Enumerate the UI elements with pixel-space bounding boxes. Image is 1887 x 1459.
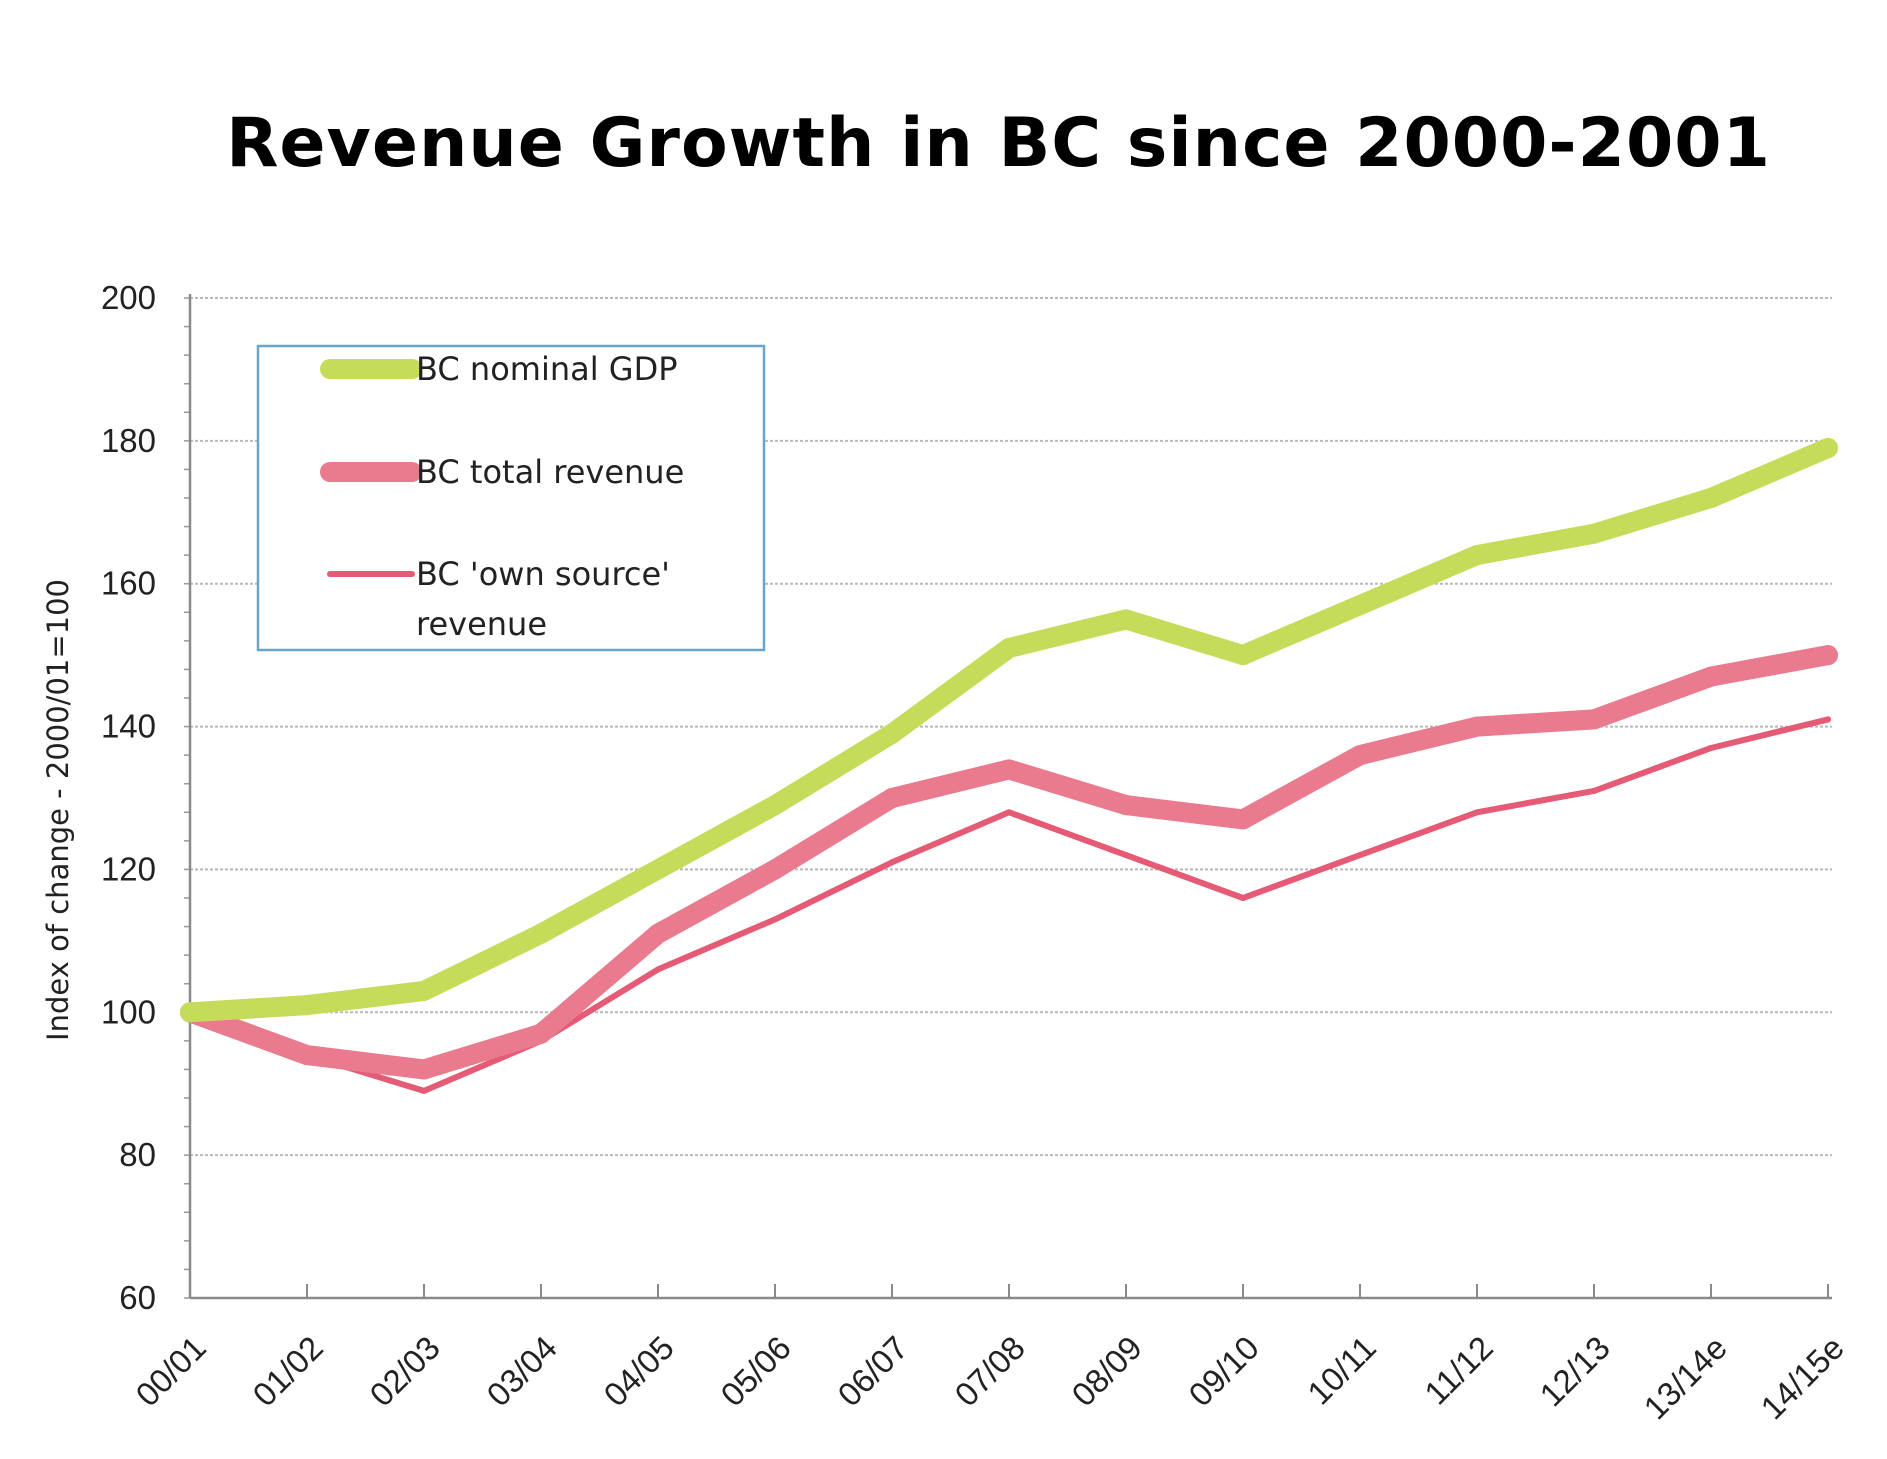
- data-point: [1350, 595, 1370, 616]
- data-point: [1584, 523, 1604, 544]
- y-tick-label: 160: [101, 565, 156, 602]
- data-point: [1584, 709, 1604, 730]
- data-point: [1467, 716, 1487, 737]
- x-tick-label: 12/13: [1532, 1329, 1617, 1414]
- series-lines: [180, 438, 1838, 1094]
- x-tick-label: 07/08: [947, 1329, 1032, 1414]
- data-point: [421, 1087, 427, 1094]
- data-point: [1708, 745, 1714, 751]
- data-point: [1233, 645, 1253, 666]
- data-point: [765, 859, 785, 880]
- data-point: [655, 966, 661, 973]
- legend-label: BC nominal GDP: [416, 350, 678, 388]
- data-point: [648, 923, 668, 944]
- data-point: [1591, 787, 1597, 794]
- data-point: [1825, 716, 1831, 723]
- legend-label: BC total revenue: [416, 453, 684, 491]
- data-point: [297, 1045, 317, 1066]
- data-point: [1233, 809, 1253, 830]
- data-point: [414, 1059, 434, 1080]
- x-tick-label: 06/07: [830, 1329, 915, 1414]
- series-line-2: [180, 645, 1838, 1080]
- y-tick-label: 120: [101, 850, 156, 887]
- x-tick-label: 05/06: [713, 1329, 798, 1414]
- data-point: [1116, 609, 1136, 630]
- x-tick-label: 01/02: [245, 1329, 330, 1414]
- data-point: [999, 638, 1019, 658]
- y-tick-label: 100: [101, 993, 156, 1030]
- data-point: [297, 995, 317, 1016]
- data-point: [1474, 809, 1480, 816]
- data-point: [531, 923, 551, 944]
- data-point: [1240, 895, 1246, 901]
- gridlines: [190, 297, 1832, 1157]
- data-point: [648, 859, 668, 880]
- data-point: [1818, 645, 1838, 666]
- x-tick-label: 03/04: [479, 1329, 564, 1414]
- data-point: [1701, 666, 1721, 687]
- x-tick-label: 00/01: [128, 1329, 213, 1414]
- data-point: [1116, 795, 1136, 816]
- data-point: [1123, 852, 1129, 859]
- x-tick-label: 11/12: [1417, 1329, 1500, 1412]
- y-axis-title: Index of change - 2000/01=100: [41, 579, 75, 1041]
- data-point: [1006, 809, 1012, 816]
- legend: BC nominal GDP BC total revenue BC 'own so…: [256, 344, 766, 652]
- data-point: [772, 916, 778, 923]
- data-point: [1467, 545, 1487, 566]
- x-tick-label: 02/03: [362, 1329, 447, 1414]
- y-tick-label: 60: [119, 1279, 156, 1316]
- x-tick-label: 10/11: [1300, 1329, 1383, 1412]
- y-tick-label: 140: [101, 708, 156, 745]
- data-point: [889, 859, 895, 866]
- data-point: [882, 723, 902, 744]
- data-point: [1818, 438, 1838, 458]
- legend-box: [256, 344, 766, 652]
- data-point: [414, 980, 434, 1001]
- data-point: [765, 795, 785, 816]
- data-point: [180, 1002, 200, 1023]
- x-tick-label: 09/10: [1181, 1329, 1266, 1414]
- chart-title: Revenue Growth in BC since 2000-2001: [226, 104, 1771, 183]
- data-point: [531, 1023, 551, 1044]
- y-tick-label: 180: [101, 422, 156, 459]
- x-tick-label: 08/09: [1064, 1329, 1149, 1414]
- x-tick-label: 04/05: [596, 1329, 681, 1414]
- y-tick-label: 80: [119, 1136, 156, 1173]
- data-point: [1701, 488, 1721, 508]
- data-point: [999, 759, 1019, 780]
- x-tick-label: 13/14e: [1636, 1329, 1734, 1427]
- legend-label: BC 'own source' revenue: [416, 555, 670, 643]
- data-point: [882, 788, 902, 808]
- data-point: [1350, 745, 1370, 766]
- y-tick-label: 200: [101, 279, 156, 316]
- x-tick-label: 14/15e: [1753, 1329, 1851, 1427]
- data-point: [1357, 852, 1363, 859]
